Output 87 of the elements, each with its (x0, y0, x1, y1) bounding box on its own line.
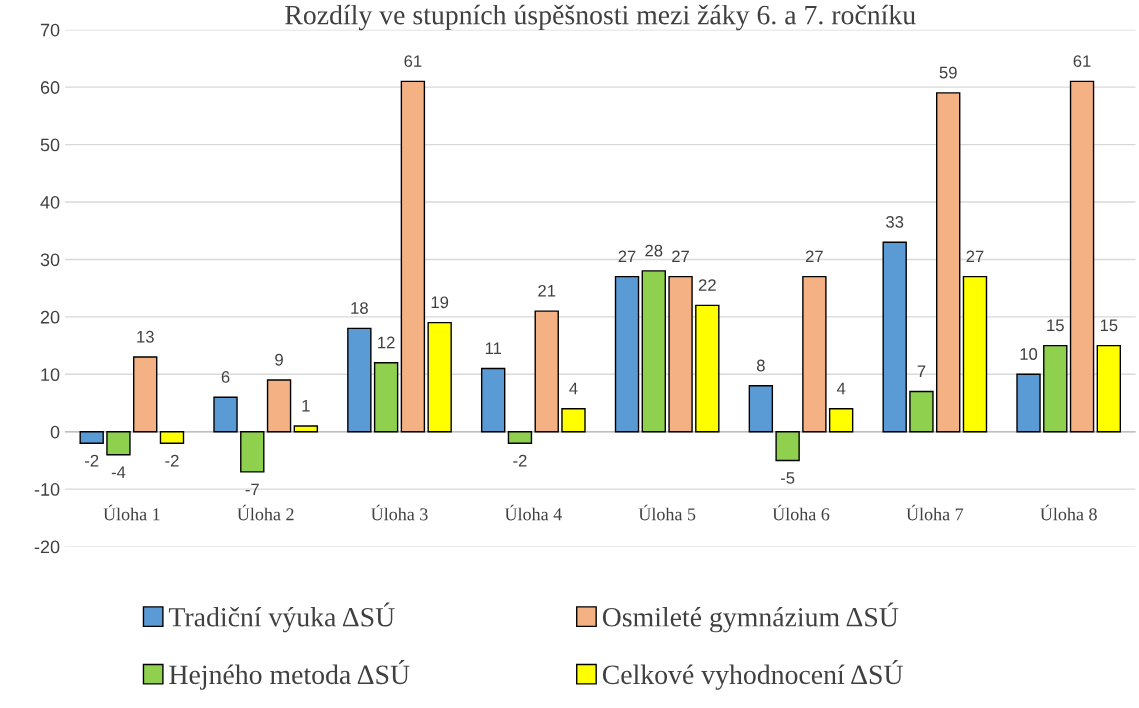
legend-label: Hejného metoda ΔSÚ (169, 660, 410, 690)
bar (909, 390, 934, 433)
x-tick-label: Úloha 7 (906, 504, 964, 521)
data-label: -7 (245, 483, 259, 496)
data-label: 19 (431, 296, 449, 309)
data-label: 33 (886, 216, 904, 228)
bar (695, 304, 720, 433)
bar (1016, 373, 1041, 433)
data-label: 61 (404, 55, 422, 68)
data-label: 8 (756, 359, 765, 372)
data-label: 27 (805, 250, 823, 263)
y-tick-label: 30 (40, 253, 60, 267)
data-label: 15 (1047, 319, 1064, 332)
x-tick-label: Úloha 4 (504, 504, 562, 521)
legend-label: Tradiční výuka ΔSÚ (168, 602, 395, 633)
data-label: 15 (1100, 319, 1118, 332)
bar (159, 431, 185, 444)
data-label: 11 (485, 342, 502, 354)
data-label: 7 (917, 365, 926, 377)
y-tick-label: 50 (40, 138, 60, 152)
data-label: 4 (836, 382, 846, 395)
data-label: 22 (698, 279, 716, 291)
bar (882, 241, 907, 433)
x-tick-label: Úloha 6 (772, 504, 830, 521)
bar (641, 270, 666, 433)
bar (400, 80, 426, 433)
data-label: 1 (302, 399, 310, 412)
y-tick-label: -10 (34, 483, 60, 496)
data-label: 27 (966, 250, 984, 263)
y-tick-label: 60 (40, 81, 60, 94)
bar (936, 92, 961, 433)
x-tick-label: Úloha 1 (103, 504, 160, 521)
bar (266, 379, 292, 433)
bar (828, 408, 854, 433)
bar (480, 367, 506, 433)
y-tick-label: 70 (40, 23, 60, 37)
bar (373, 362, 399, 433)
x-tick-label: Úloha 8 (1040, 504, 1097, 521)
chart-title: Rozdíly ve stupních úspěšnosti mezi žáky 6. a 7. ročníku (285, 4, 916, 31)
x-tick-label: Úloha 2 (237, 504, 294, 521)
bar (1043, 344, 1068, 433)
legend-label: Celkové vyhodnocení ΔSÚ (602, 660, 903, 690)
data-label: 4 (569, 382, 578, 395)
data-label: 27 (672, 250, 689, 263)
bar (106, 431, 131, 456)
legend-label: Osmileté gymnázium ΔSÚ (602, 602, 899, 633)
data-label: -2 (165, 454, 179, 467)
data-label: 21 (538, 284, 556, 297)
data-label: 12 (378, 336, 395, 349)
data-label: 27 (618, 250, 636, 263)
y-tick-label: -20 (34, 540, 60, 554)
bar (748, 385, 774, 433)
data-label: 59 (939, 66, 957, 79)
bar (1069, 80, 1095, 433)
bar (213, 396, 238, 433)
bar (507, 431, 533, 444)
data-label: -4 (111, 466, 126, 478)
bar (534, 310, 559, 433)
data-label: -2 (513, 454, 527, 467)
bar (802, 275, 827, 433)
bar (79, 431, 104, 444)
x-tick-label: Úloha 5 (638, 504, 696, 521)
y-tick-label: 0 (50, 425, 60, 439)
data-label: 13 (137, 330, 154, 343)
x-tick-label: Úloha 3 (371, 504, 428, 521)
y-tick-label: 20 (40, 310, 60, 324)
y-tick-label: 10 (41, 368, 60, 382)
bar (240, 431, 265, 473)
bar (347, 327, 372, 433)
data-label: 18 (351, 302, 368, 314)
bar (614, 275, 640, 433)
data-label: 6 (221, 371, 230, 383)
y-tick-label: 40 (40, 195, 60, 209)
bar (561, 408, 586, 433)
bar (962, 275, 988, 433)
bar (427, 321, 452, 433)
data-label: -5 (780, 472, 795, 484)
bar (1096, 344, 1122, 433)
data-label: 61 (1073, 55, 1091, 68)
data-label: 9 (275, 353, 283, 366)
bar (293, 425, 319, 433)
bar (133, 356, 158, 433)
data-label: 28 (645, 244, 663, 257)
bar (668, 275, 693, 433)
data-label: 10 (1020, 348, 1038, 360)
data-label: -2 (85, 454, 99, 467)
bar (775, 431, 800, 462)
